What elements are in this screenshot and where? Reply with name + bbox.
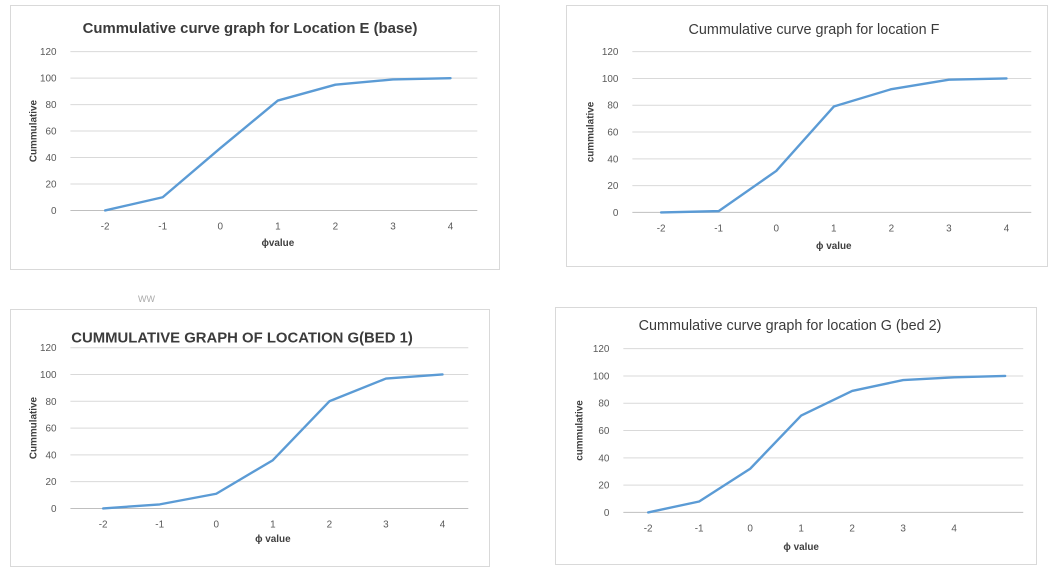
y-tick-label: 80 — [45, 100, 57, 111]
x-tick-label: -1 — [158, 221, 167, 232]
chart-svg: Cummulative curve graph for Location E (… — [29, 21, 478, 249]
x-tick-label: 2 — [333, 221, 339, 232]
x-tick-label: 0 — [747, 523, 753, 534]
x-tick-label: -2 — [644, 523, 653, 534]
y-tick-label: 20 — [45, 477, 57, 488]
x-tick-label: -2 — [657, 223, 666, 234]
y-tick-label: 80 — [607, 101, 619, 112]
y-tick-label: 120 — [40, 343, 57, 354]
x-tick-label: -1 — [714, 223, 723, 234]
x-tick-label: -2 — [99, 519, 108, 530]
y-tick-label: 60 — [598, 426, 610, 437]
chart-title: Cummulative curve graph for location F — [689, 22, 940, 38]
chart-title: Cummulative curve graph for location G (… — [639, 318, 942, 334]
y-tick-label: 0 — [613, 208, 619, 219]
chart-svg: CUMMULATIVE GRAPH OF LOCATION G(BED 1) 0 2… — [29, 331, 469, 545]
y-tick-label: 0 — [51, 504, 57, 515]
y-tick-label: 60 — [45, 127, 57, 138]
x-tick-label: 3 — [383, 519, 389, 530]
x-tick-label: 0 — [218, 221, 224, 232]
y-tick-label: 40 — [598, 453, 610, 464]
x-tick-label: 0 — [773, 223, 779, 234]
x-axis-label: ɸ value — [255, 534, 291, 545]
y-tick-label: 120 — [593, 344, 610, 355]
x-tick-label: 3 — [946, 223, 952, 234]
x-tick-label: 4 — [440, 519, 446, 530]
y-tick-label: 100 — [40, 370, 57, 381]
y-tick-label: 20 — [598, 481, 610, 492]
y-axis-label: Cummulative — [29, 396, 40, 459]
x-tick-label: 1 — [270, 519, 276, 530]
x-axis-label: ɸ value — [816, 241, 852, 252]
x-tick-label: 4 — [1004, 223, 1010, 234]
y-tick-label: 80 — [598, 399, 610, 410]
y-tick-label: 80 — [45, 397, 57, 408]
x-tick-label: 3 — [900, 523, 906, 534]
series-line — [659, 77, 1008, 214]
chart-svg: Cummulative curve graph for location F 0 2… — [586, 22, 1032, 252]
x-tick-label: 2 — [327, 519, 333, 530]
y-axis-label: Cummulative — [29, 99, 40, 162]
x-tick-label: 4 — [951, 523, 957, 534]
x-tick-label: -1 — [155, 519, 164, 530]
y-tick-label: 120 — [40, 47, 57, 58]
chart-title: Cummulative curve graph for Location E (… — [83, 21, 418, 37]
series-line — [646, 374, 1007, 514]
chart-svg: Cummulative curve graph for location G (… — [575, 318, 1024, 553]
y-axis-label: cummulative — [586, 101, 597, 162]
chart-panel-location-e: Cummulative curve graph for Location E (… — [10, 5, 500, 270]
y-tick-label: 100 — [593, 371, 610, 382]
chart-panel-location-g-bed-1: CUMMULATIVE GRAPH OF LOCATION G(BED 1) 0 2… — [10, 309, 490, 567]
x-tick-label: 0 — [214, 519, 220, 530]
x-tick-label: 2 — [889, 223, 895, 234]
chart-title: CUMMULATIVE GRAPH OF LOCATION G(BED 1) — [71, 331, 413, 347]
y-tick-label: 40 — [45, 450, 57, 461]
x-tick-label: 1 — [275, 221, 281, 232]
x-tick-label: -1 — [695, 523, 704, 534]
x-axis-label: ɸvalue — [261, 238, 294, 249]
y-tick-label: 0 — [604, 508, 610, 519]
x-tick-label: 1 — [831, 223, 837, 234]
y-tick-label: 100 — [602, 74, 619, 85]
y-tick-label: 20 — [45, 179, 57, 190]
y-tick-label: 100 — [40, 74, 57, 85]
y-axis-label: cummulative — [575, 400, 586, 461]
series-line — [101, 373, 444, 510]
chart-panel-location-g-bed-2: Cummulative curve graph for location G (… — [555, 307, 1037, 565]
x-tick-label: 3 — [390, 221, 396, 232]
y-tick-label: 0 — [51, 206, 57, 217]
y-tick-label: 60 — [607, 128, 619, 139]
x-tick-label: 1 — [798, 523, 804, 534]
y-tick-label: 40 — [45, 153, 57, 164]
y-tick-label: 20 — [607, 181, 619, 192]
x-tick-label: 4 — [448, 221, 454, 232]
stray-mark: WW — [138, 294, 155, 304]
y-tick-label: 60 — [45, 424, 57, 435]
chart-panel-location-f: Cummulative curve graph for location F 0 2… — [566, 5, 1048, 267]
x-tick-label: 2 — [849, 523, 855, 534]
y-tick-label: 40 — [607, 154, 619, 165]
x-axis-label: ɸ value — [783, 542, 819, 553]
x-tick-label: -2 — [101, 221, 110, 232]
series-line — [103, 76, 452, 212]
y-tick-label: 120 — [602, 47, 619, 58]
